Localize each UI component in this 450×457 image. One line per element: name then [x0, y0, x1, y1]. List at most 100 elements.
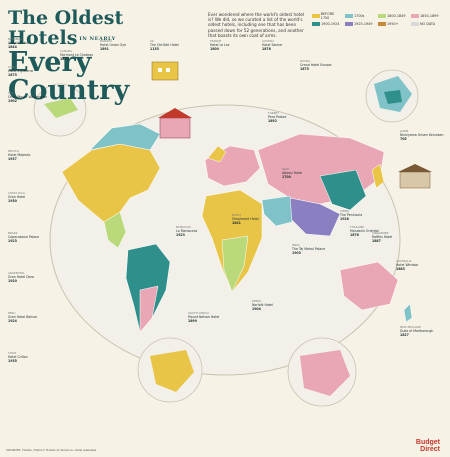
legend-label: 1925-1949	[354, 22, 373, 26]
china-region	[319, 169, 367, 211]
hotel-label: TURKEY Pera Palace 1892	[268, 111, 316, 123]
hotel-label-country: MOROCCO	[176, 225, 191, 229]
argentina-region	[139, 285, 159, 333]
central-america-inset-land	[150, 350, 194, 392]
hotel-label-year: 1883	[396, 266, 405, 271]
hotel-label-hotel: La Mamounia	[176, 228, 198, 233]
hotel-label: NEW ZEALAND Duke of Marlborough 1827	[400, 325, 448, 337]
hotel-label-hotel: Norfolk Hotel	[252, 302, 273, 307]
hotel-label-hotel: Hotel Inglaterra	[8, 68, 34, 73]
hotel-label: MEXICO Hotel Majestic 1937	[8, 149, 56, 161]
hotel-label-country: INDIA	[292, 243, 300, 247]
southern-africa-region	[221, 235, 249, 293]
legend-label: 1950+	[387, 22, 399, 26]
hotel-label-year: 1902	[8, 98, 17, 103]
hotel-label: AUSTRIA Hotel Sacher 1876	[262, 39, 310, 51]
hotel-window	[166, 68, 170, 72]
hotel-illustration-1	[151, 61, 179, 81]
hotel-label: NORWAY Hotel Union Oye 1891	[100, 39, 148, 51]
hotel-label-country: BRAZIL	[8, 231, 18, 235]
title-block: The Oldest Hotels IN NEARLY Every Country	[8, 8, 198, 105]
hotel-label-hotel: The Peninsula	[340, 212, 363, 217]
legend-swatch	[345, 14, 353, 18]
hotel-label-year: 1891	[100, 46, 109, 51]
legend-label: 1900-1924	[321, 22, 340, 26]
hotel-label-hotel: Hotel Le Lac	[210, 42, 230, 47]
hotel-label: USA Omni Mount Washington 1902	[8, 91, 56, 103]
hotel-label: AUSTRALIA Hotel Windsor 1883	[396, 259, 444, 271]
hotel-label-year: 1904	[252, 306, 261, 311]
brand-line-2: Direct	[420, 446, 440, 453]
title-small-text: IN NEARLY	[79, 36, 116, 42]
hotel-label-year: 1892	[268, 118, 277, 123]
hotel-label-country: AUSTRIA	[262, 39, 275, 43]
hotel-label-year: 1930	[8, 198, 17, 203]
hotel-label-hotel: Mandarin Oriental	[350, 228, 379, 233]
australia-region	[339, 261, 399, 311]
hotel-label: IRAN Abbasi Hotel 1700	[282, 167, 330, 179]
legend-swatch	[378, 14, 386, 18]
legend-label: BEFORE 1700	[320, 12, 335, 20]
legend-swatch	[411, 22, 419, 26]
legend-item: 1850-1899	[411, 12, 442, 20]
hotel-label-hotel: Graycliff Hotel	[8, 40, 31, 45]
hotel-label-country: RUSSIA	[300, 59, 311, 63]
hotel-label: KENYA Norfolk Hotel 1904	[252, 299, 300, 311]
hotel-label-hotel: Hotel Union Oye	[100, 42, 127, 47]
legend-label: 1850-1899	[420, 14, 439, 18]
hotel-label-year: 1935	[8, 358, 17, 363]
hotel-label-year: 1923	[176, 232, 185, 237]
japan-region	[371, 163, 385, 189]
mexico-region	[103, 211, 127, 249]
hotel-label-hotel: Hotel Windsor	[396, 262, 419, 267]
hotel-illustration-3	[399, 171, 431, 189]
title-line-1: The Oldest Hotels IN NEARLY	[8, 7, 124, 49]
hotel-label: FRANCE Hotel Le Lac 1800	[210, 39, 258, 51]
hotel-window	[158, 68, 162, 72]
hotel-label-hotel: Abbasi Hotel	[282, 170, 303, 175]
europe-inset-land-2	[384, 90, 402, 104]
legend-swatch	[312, 22, 320, 26]
hotel-label-hotel: The Taj Mahal Palace	[292, 246, 326, 251]
gulf-inset-land	[300, 350, 350, 396]
hotel-label-hotel: Hotel Majestic	[8, 152, 31, 157]
hotel-label-country: SINGAPORE	[372, 231, 389, 235]
hotel-label-country: BAHAMAS	[8, 37, 22, 41]
hotel-label-year: 1800	[210, 46, 219, 51]
hotel-label-year: 1899	[188, 318, 197, 323]
hotel-label-country: COSTA RICA	[8, 191, 25, 195]
intro-text: Ever wondered where the world's oldest h…	[208, 12, 305, 38]
legend-item: 1925-1949	[345, 22, 376, 26]
hotel-label-country: SOUTH AFRICA	[188, 311, 209, 315]
hotel-label-country: TURKEY	[268, 111, 280, 115]
hotel-label-year: 1841	[232, 220, 241, 225]
hotel-label: JAPAN Nishiyama Onsen Keiunkan 705	[400, 129, 448, 141]
hotel-label-hotel: Duke of Marlborough	[400, 328, 434, 333]
hotel-label-country: JAPAN	[400, 129, 409, 133]
hotel-label-hotel: Mount Nelson Hotel	[188, 314, 220, 319]
hotel-roof	[158, 108, 192, 118]
hotel-label: CHILE Hotel Crillon 1935	[8, 351, 56, 363]
new-zealand-region	[403, 303, 413, 323]
legend-swatch	[312, 14, 320, 18]
hotel-label-hotel: Grand Hotel Europe	[300, 62, 332, 67]
hotel-label-hotel: Gran Hotel Dora	[8, 274, 34, 279]
hotel-label-year: 1903	[292, 250, 301, 255]
middle-east-region	[261, 195, 293, 227]
hotel-label-hotel: Pera Palace	[268, 114, 287, 119]
hotel-label-year: 1937	[8, 156, 17, 161]
hotel-label-year: 1875	[8, 72, 17, 77]
caribbean-inset-land	[44, 98, 78, 118]
hotel-label-country: CHINA	[340, 209, 349, 213]
hotel-label-hotel: Hotel Crillon	[8, 354, 28, 359]
hotel-label-hotel: Shepheard Hotel	[232, 216, 259, 221]
hotel-label-country: CANADA	[60, 49, 72, 53]
hotel-label: THAILAND Mandarin Oriental 1876	[350, 225, 398, 237]
legend-item: 1700s	[345, 12, 376, 20]
hotel-label-country: ARGENTINA	[8, 271, 25, 275]
hotel-label-country: THAILAND	[350, 225, 365, 229]
hotel-label-year: 1844	[8, 44, 17, 49]
legend-item: NO DATA	[411, 22, 442, 26]
